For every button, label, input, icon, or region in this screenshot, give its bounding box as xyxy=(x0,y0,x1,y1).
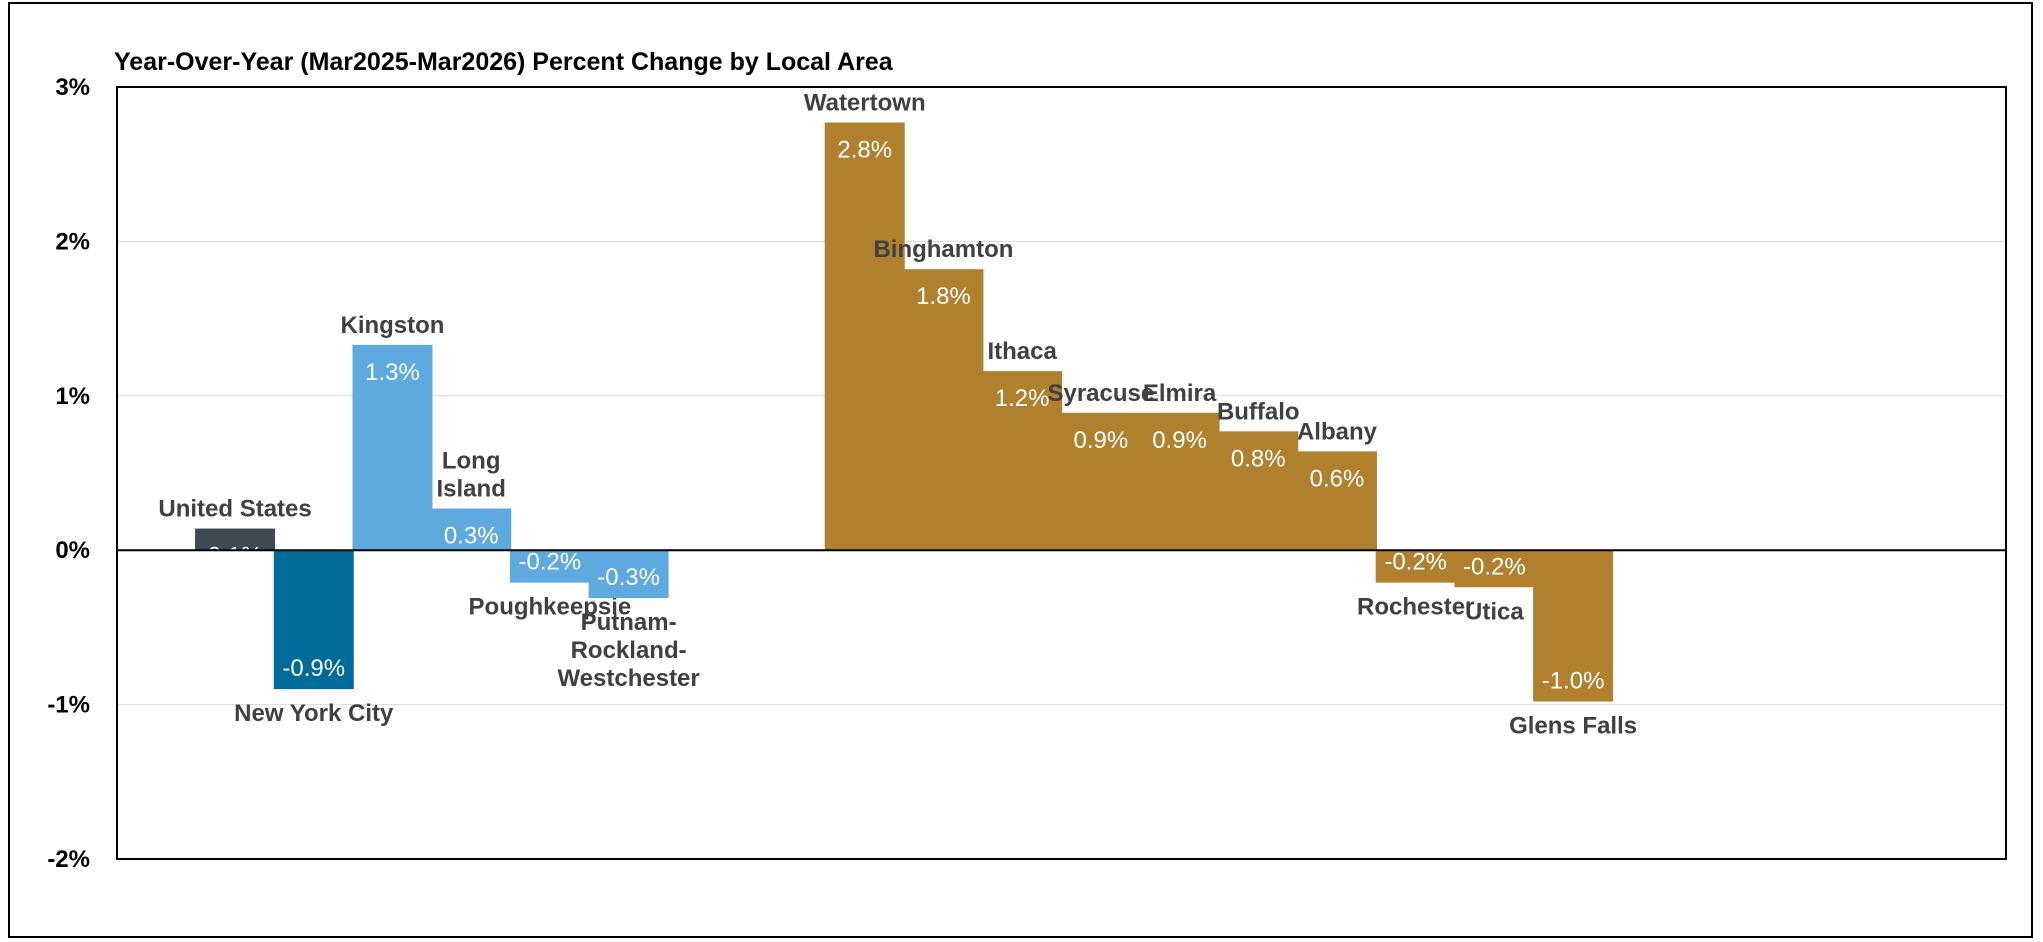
y-tick-label: -2% xyxy=(47,846,90,873)
y-tick-label: 2% xyxy=(55,228,90,255)
data-label: -0.2% xyxy=(519,549,582,576)
y-tick-label: -1% xyxy=(47,692,90,719)
bar xyxy=(1139,412,1220,551)
bar xyxy=(273,550,354,690)
chart-title: Year-Over-Year (Mar2025-Mar2026) Percent… xyxy=(114,48,893,76)
category-label: Kingston xyxy=(340,312,444,339)
data-label: 1.8% xyxy=(916,283,971,310)
category-label: Island xyxy=(437,476,506,503)
category-label: Albany xyxy=(1297,418,1378,445)
category-label: Glens Falls xyxy=(1509,713,1637,740)
category-label: Poughkeepsie xyxy=(469,594,632,621)
bar xyxy=(1060,412,1141,551)
y-tick-label: 1% xyxy=(55,383,90,410)
category-label: New York City xyxy=(234,700,394,727)
category-label: Westchester xyxy=(557,665,699,692)
data-label: -1.0% xyxy=(1542,668,1605,695)
data-label: 0.3% xyxy=(444,523,499,550)
bar xyxy=(903,269,984,551)
category-label: Utica xyxy=(1465,598,1524,625)
data-label: 1.2% xyxy=(995,385,1050,412)
bar xyxy=(1375,550,1456,583)
category-label: Ithaca xyxy=(987,338,1057,365)
bar xyxy=(431,508,512,551)
y-tick-label: 0% xyxy=(55,537,90,564)
bar xyxy=(588,550,669,599)
category-label: Putnam- xyxy=(581,609,677,636)
bar xyxy=(509,550,590,583)
bar xyxy=(1454,550,1535,588)
category-label: Buffalo xyxy=(1217,398,1300,425)
data-label: 0.6% xyxy=(1310,465,1365,492)
data-label: 0.8% xyxy=(1231,445,1286,472)
bar xyxy=(1533,550,1614,702)
data-label: 1.3% xyxy=(365,359,420,386)
bar xyxy=(1218,431,1299,551)
y-tick-label: 3% xyxy=(55,74,90,101)
category-label: Long xyxy=(442,448,501,475)
data-label: -0.2% xyxy=(1384,549,1447,576)
data-label: 0.1% xyxy=(208,543,263,570)
bar xyxy=(824,122,905,551)
data-label: -0.2% xyxy=(1463,553,1526,580)
data-label: 2.8% xyxy=(837,137,892,164)
category-label: Elmira xyxy=(1143,380,1217,407)
category-label: Binghamton xyxy=(873,236,1013,263)
category-label: Rockland- xyxy=(571,637,687,664)
category-label: United States xyxy=(158,496,311,523)
bar xyxy=(1296,451,1377,551)
category-label: Syracuse xyxy=(1047,380,1154,407)
bar xyxy=(982,371,1063,551)
data-label: 0.9% xyxy=(1074,427,1129,454)
bar xyxy=(352,344,433,551)
data-label: 0.9% xyxy=(1152,427,1207,454)
category-label: Rochester xyxy=(1357,594,1474,621)
category-label: Watertown xyxy=(804,90,926,117)
data-label: -0.3% xyxy=(597,564,660,591)
data-label: -0.9% xyxy=(282,655,345,682)
plot-area-border xyxy=(116,86,2007,860)
bar xyxy=(195,528,276,551)
